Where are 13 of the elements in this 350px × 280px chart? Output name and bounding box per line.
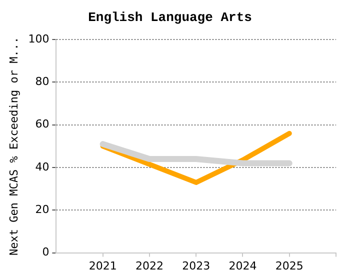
y-tick-label: 20 <box>35 203 50 216</box>
y-tick-label: 100 <box>28 32 50 46</box>
x-tick-label: 2023 <box>182 259 210 272</box>
x-tick-label: 2021 <box>88 259 117 272</box>
x-tick-label: 2022 <box>135 259 164 272</box>
x-tick-label: 2024 <box>228 259 257 272</box>
chart-title: English Language Arts <box>88 10 252 26</box>
y-axis-title: Next Gen MCAS % Exceeding or M... <box>7 36 20 256</box>
y-tick-label: 60 <box>35 118 50 131</box>
y-tick-label: 80 <box>35 75 50 88</box>
y-tick-label: 40 <box>35 160 50 174</box>
y-tick-label: 0 <box>42 246 50 259</box>
x-tick-label: 2025 <box>275 259 304 272</box>
